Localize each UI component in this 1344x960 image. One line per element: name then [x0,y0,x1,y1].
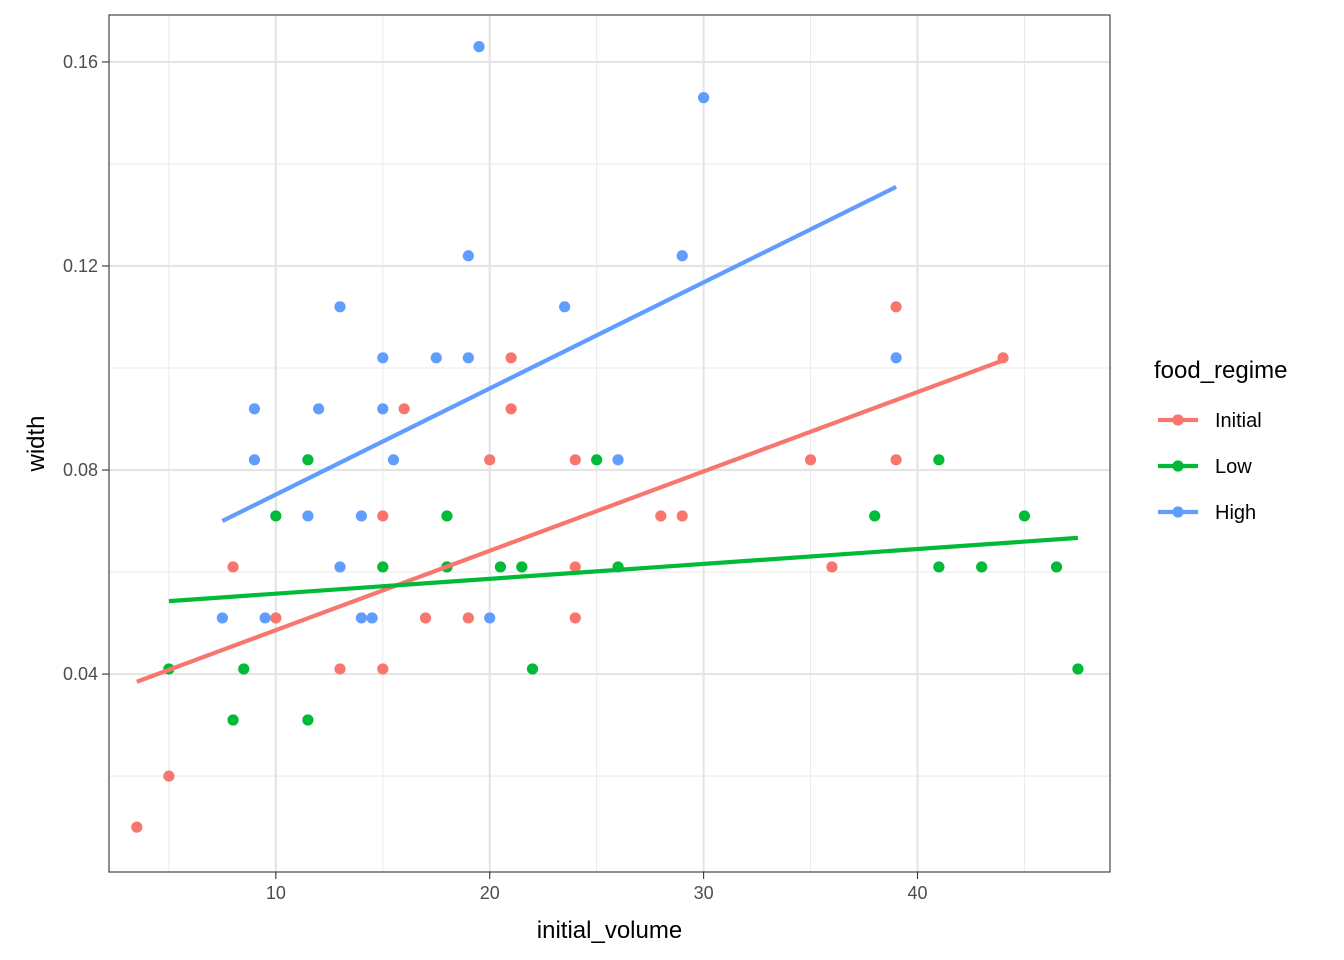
point-initial [804,454,817,466]
point-initial [569,612,581,624]
point-high [473,41,485,53]
point-initial [484,454,496,466]
x-tick-label: 40 [907,883,927,903]
point-initial [569,454,581,466]
point-low [526,663,539,675]
point-high [248,454,261,466]
point-high [377,403,389,415]
point-high [355,510,367,522]
point-low [1072,663,1084,675]
legend-title: food_regime [1154,357,1287,384]
point-high [313,403,325,415]
point-initial [377,510,389,522]
point-initial [131,821,143,833]
legend: food_regime Initial Low High [1154,357,1287,524]
legend-label-low: Low [1215,456,1252,478]
point-low [227,714,239,726]
tick-labels: 10 20 30 40 0.04 0.08 0.12 0.16 [63,52,928,903]
point-low [494,561,507,573]
point-low [302,714,314,726]
trend-line-high [221,185,898,523]
point-initial [398,403,410,415]
point-initial [826,561,838,573]
trend-line-initial [136,358,1004,684]
trend-lines [136,185,1079,684]
x-tick-label: 20 [480,883,500,903]
legend-dot-low [1172,460,1184,472]
point-low [933,561,945,573]
point-high [558,301,571,313]
point-low [516,561,528,573]
point-low [302,454,314,466]
point-high [334,301,346,313]
point-initial [270,612,282,624]
point-high [462,352,474,364]
point-high [334,561,346,573]
panel-border [108,14,1111,873]
y-tick-label: 0.12 [63,256,98,276]
point-initial [505,352,517,364]
point-initial [377,663,389,675]
point-high [462,250,474,262]
y-tick-label: 0.08 [63,460,98,480]
trend-line-low [168,535,1079,604]
x-tick-label: 10 [266,883,286,903]
point-low [869,510,881,522]
point-low [976,561,988,573]
point-high [890,352,902,364]
point-low [1018,510,1031,522]
point-initial [676,510,688,522]
legend-keys: Initial Low High [1158,410,1262,524]
legend-label-high: High [1215,502,1256,524]
point-low [377,561,389,573]
x-axis-title: initial_volume [537,917,682,944]
point-high [302,510,314,522]
legend-label-initial: Initial [1215,410,1262,432]
data-points [131,41,1084,833]
y-tick-label: 0.16 [63,52,98,72]
point-high [248,403,261,415]
point-high [430,352,442,364]
point-low [933,454,945,466]
point-initial [890,454,902,466]
point-high [484,612,496,624]
point-low [441,510,453,522]
point-high [259,612,271,624]
point-low [238,663,250,675]
point-initial [655,510,667,522]
point-high [698,92,710,104]
point-high [216,612,228,624]
point-high [612,454,624,466]
x-tick-label: 30 [694,883,714,903]
point-high [355,612,367,624]
major-gridlines [109,15,1110,872]
point-low [591,454,603,466]
legend-dot-high [1172,506,1184,518]
point-high [366,612,378,624]
point-initial [462,612,474,624]
point-initial [227,561,239,573]
point-initial [505,403,517,415]
axis-ticks [102,61,919,879]
point-low [1050,561,1063,573]
y-tick-label: 0.04 [63,664,98,684]
point-high [377,352,389,364]
y-axis-title: width [23,415,50,472]
point-initial [890,301,902,313]
point-initial [334,663,346,675]
point-high [676,250,688,262]
point-initial [569,561,581,573]
point-initial [419,612,432,624]
point-initial [163,770,175,782]
point-high [387,454,400,466]
legend-dot-initial [1172,414,1184,426]
point-low [270,510,282,522]
